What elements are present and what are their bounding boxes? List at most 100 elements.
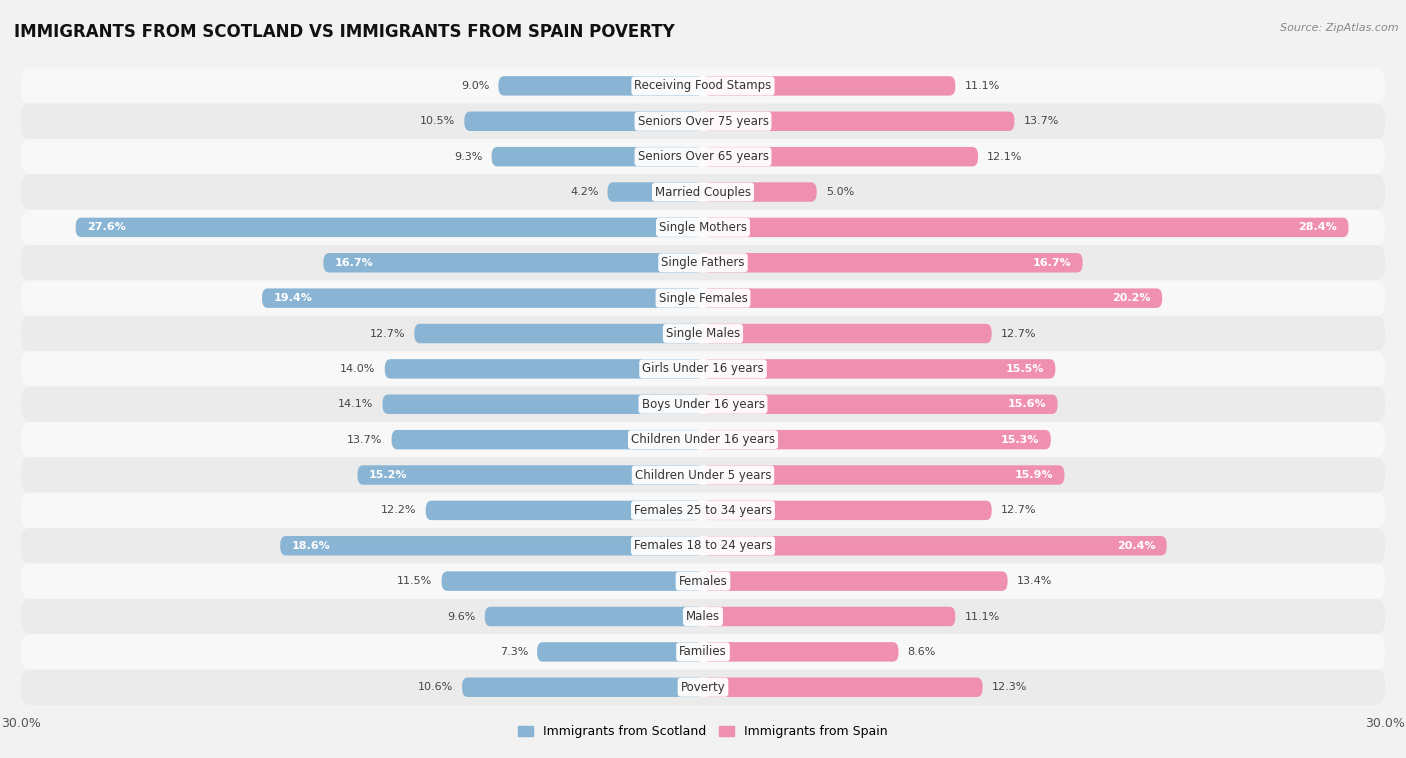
FancyBboxPatch shape [21, 104, 1385, 139]
FancyBboxPatch shape [21, 387, 1385, 422]
FancyBboxPatch shape [21, 139, 1385, 174]
Text: 13.4%: 13.4% [1017, 576, 1052, 586]
Text: 8.6%: 8.6% [908, 647, 936, 657]
FancyBboxPatch shape [426, 501, 703, 520]
FancyBboxPatch shape [703, 572, 1008, 591]
FancyBboxPatch shape [21, 316, 1385, 351]
Text: Seniors Over 65 years: Seniors Over 65 years [637, 150, 769, 163]
Text: IMMIGRANTS FROM SCOTLAND VS IMMIGRANTS FROM SPAIN POVERTY: IMMIGRANTS FROM SCOTLAND VS IMMIGRANTS F… [14, 23, 675, 41]
FancyBboxPatch shape [21, 174, 1385, 210]
FancyBboxPatch shape [323, 253, 703, 273]
FancyBboxPatch shape [21, 422, 1385, 457]
Text: 13.7%: 13.7% [347, 434, 382, 445]
FancyBboxPatch shape [703, 607, 955, 626]
FancyBboxPatch shape [441, 572, 703, 591]
Text: 14.0%: 14.0% [340, 364, 375, 374]
FancyBboxPatch shape [703, 218, 1348, 237]
Text: Single Males: Single Males [666, 327, 740, 340]
FancyBboxPatch shape [703, 253, 1083, 273]
FancyBboxPatch shape [703, 183, 817, 202]
Text: Single Mothers: Single Mothers [659, 221, 747, 234]
FancyBboxPatch shape [703, 465, 1064, 485]
FancyBboxPatch shape [463, 678, 703, 697]
FancyBboxPatch shape [703, 324, 991, 343]
Text: 28.4%: 28.4% [1298, 222, 1337, 233]
Text: 11.1%: 11.1% [965, 612, 1000, 622]
FancyBboxPatch shape [703, 77, 955, 96]
Text: 13.7%: 13.7% [1024, 116, 1059, 127]
Text: 10.5%: 10.5% [420, 116, 456, 127]
Text: 12.2%: 12.2% [381, 506, 416, 515]
Text: 7.3%: 7.3% [499, 647, 529, 657]
Text: 15.2%: 15.2% [368, 470, 408, 480]
Text: Boys Under 16 years: Boys Under 16 years [641, 398, 765, 411]
Text: Single Females: Single Females [658, 292, 748, 305]
Text: 15.5%: 15.5% [1005, 364, 1045, 374]
Text: 19.4%: 19.4% [273, 293, 312, 303]
FancyBboxPatch shape [703, 678, 983, 697]
FancyBboxPatch shape [21, 457, 1385, 493]
Text: 9.6%: 9.6% [447, 612, 475, 622]
FancyBboxPatch shape [485, 607, 703, 626]
Text: Females 18 to 24 years: Females 18 to 24 years [634, 539, 772, 553]
FancyBboxPatch shape [703, 111, 1014, 131]
Text: 9.0%: 9.0% [461, 81, 489, 91]
FancyBboxPatch shape [415, 324, 703, 343]
FancyBboxPatch shape [21, 493, 1385, 528]
FancyBboxPatch shape [392, 430, 703, 449]
Text: 12.7%: 12.7% [370, 328, 405, 339]
FancyBboxPatch shape [262, 289, 703, 308]
FancyBboxPatch shape [703, 147, 979, 167]
Text: 27.6%: 27.6% [87, 222, 125, 233]
Text: Children Under 5 years: Children Under 5 years [634, 468, 772, 481]
FancyBboxPatch shape [382, 395, 703, 414]
Text: 16.7%: 16.7% [335, 258, 374, 268]
FancyBboxPatch shape [385, 359, 703, 379]
Text: Children Under 16 years: Children Under 16 years [631, 433, 775, 446]
Text: Source: ZipAtlas.com: Source: ZipAtlas.com [1281, 23, 1399, 33]
FancyBboxPatch shape [21, 563, 1385, 599]
Text: 12.3%: 12.3% [991, 682, 1026, 692]
FancyBboxPatch shape [21, 68, 1385, 104]
Text: 16.7%: 16.7% [1032, 258, 1071, 268]
Text: Poverty: Poverty [681, 681, 725, 694]
FancyBboxPatch shape [280, 536, 703, 556]
Text: 18.6%: 18.6% [291, 540, 330, 551]
Text: 15.9%: 15.9% [1014, 470, 1053, 480]
Text: 15.3%: 15.3% [1001, 434, 1039, 445]
Text: 11.5%: 11.5% [398, 576, 433, 586]
FancyBboxPatch shape [21, 528, 1385, 563]
FancyBboxPatch shape [703, 536, 1167, 556]
FancyBboxPatch shape [492, 147, 703, 167]
FancyBboxPatch shape [703, 642, 898, 662]
FancyBboxPatch shape [703, 430, 1050, 449]
FancyBboxPatch shape [21, 210, 1385, 245]
FancyBboxPatch shape [21, 634, 1385, 669]
Text: 20.4%: 20.4% [1116, 540, 1156, 551]
FancyBboxPatch shape [703, 289, 1163, 308]
Text: Females 25 to 34 years: Females 25 to 34 years [634, 504, 772, 517]
Text: 12.7%: 12.7% [1001, 506, 1036, 515]
FancyBboxPatch shape [21, 245, 1385, 280]
Text: 14.1%: 14.1% [337, 399, 374, 409]
Text: Single Fathers: Single Fathers [661, 256, 745, 269]
FancyBboxPatch shape [464, 111, 703, 131]
Text: Males: Males [686, 610, 720, 623]
FancyBboxPatch shape [21, 351, 1385, 387]
FancyBboxPatch shape [703, 359, 1056, 379]
Text: 10.6%: 10.6% [418, 682, 453, 692]
Text: Receiving Food Stamps: Receiving Food Stamps [634, 80, 772, 92]
FancyBboxPatch shape [357, 465, 703, 485]
Text: 15.6%: 15.6% [1008, 399, 1046, 409]
FancyBboxPatch shape [499, 77, 703, 96]
FancyBboxPatch shape [703, 501, 991, 520]
FancyBboxPatch shape [76, 218, 703, 237]
FancyBboxPatch shape [607, 183, 703, 202]
FancyBboxPatch shape [21, 669, 1385, 705]
Text: 12.1%: 12.1% [987, 152, 1022, 161]
Text: 12.7%: 12.7% [1001, 328, 1036, 339]
FancyBboxPatch shape [21, 280, 1385, 316]
Text: 4.2%: 4.2% [569, 187, 599, 197]
Text: 9.3%: 9.3% [454, 152, 482, 161]
Text: Girls Under 16 years: Girls Under 16 years [643, 362, 763, 375]
